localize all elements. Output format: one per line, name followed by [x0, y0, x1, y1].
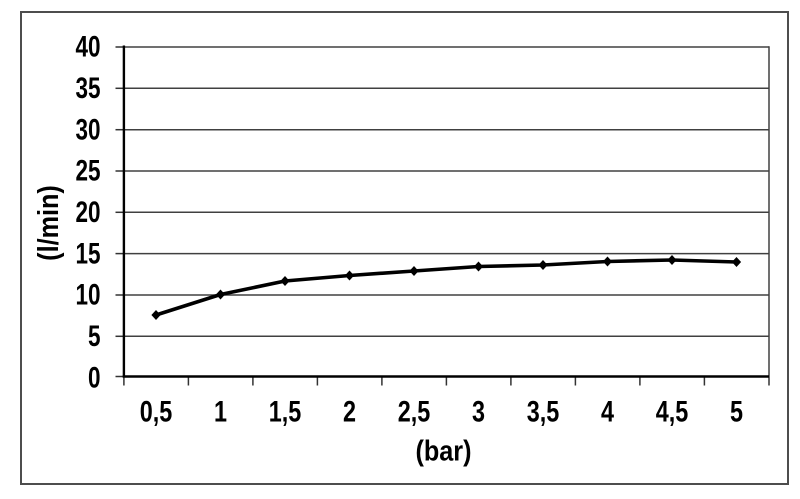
svg-text:(l/min): (l/min) [31, 185, 64, 261]
svg-text:5: 5 [730, 395, 743, 428]
svg-text:0: 0 [88, 360, 101, 394]
svg-text:3: 3 [472, 395, 485, 428]
svg-text:1,5: 1,5 [269, 395, 302, 428]
svg-text:20: 20 [75, 195, 100, 229]
svg-text:5: 5 [88, 319, 101, 353]
svg-text:30: 30 [75, 112, 100, 146]
svg-text:2,5: 2,5 [398, 395, 431, 428]
svg-text:(bar): (bar) [415, 434, 471, 467]
svg-text:3,5: 3,5 [527, 395, 560, 428]
svg-text:10: 10 [75, 278, 100, 312]
svg-text:2: 2 [343, 395, 356, 428]
svg-text:4,5: 4,5 [656, 395, 689, 428]
svg-text:15: 15 [75, 236, 100, 270]
svg-text:4: 4 [601, 395, 614, 428]
svg-text:35: 35 [75, 71, 100, 105]
svg-text:1: 1 [214, 395, 227, 428]
svg-text:40: 40 [75, 30, 100, 64]
svg-text:25: 25 [75, 154, 100, 188]
svg-text:0,5: 0,5 [140, 395, 173, 428]
